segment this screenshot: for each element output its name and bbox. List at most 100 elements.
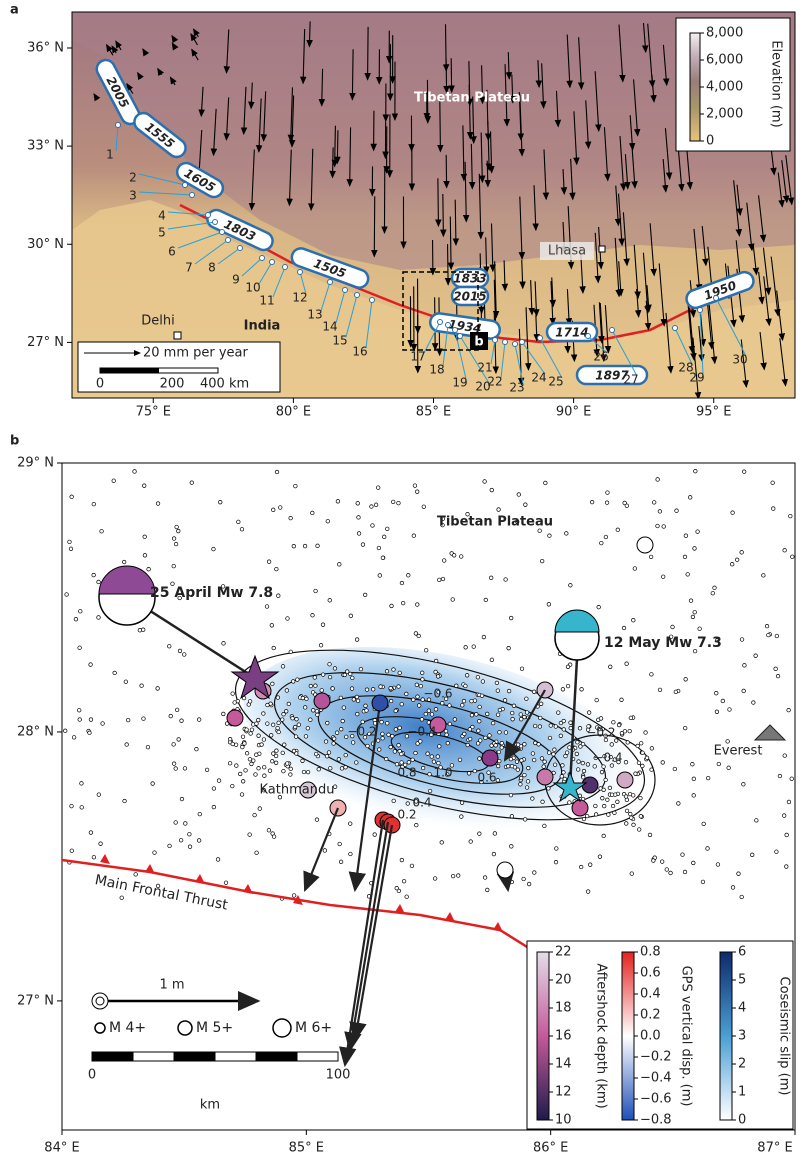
- aftershock: [113, 671, 117, 675]
- aftershock: [339, 860, 343, 864]
- colorbar-tick-label: 1: [738, 1085, 746, 1100]
- aftershock: [233, 701, 237, 705]
- aftershock: [544, 481, 548, 485]
- aftershock: [244, 769, 248, 773]
- gps-site: [372, 695, 388, 711]
- aftershock: [639, 741, 643, 745]
- aftershock: [740, 551, 744, 555]
- aftershock: [276, 726, 280, 730]
- aftershock: [401, 601, 405, 605]
- aftershock: [652, 501, 656, 505]
- scale-label: 400 km: [200, 377, 249, 392]
- aftershock: [692, 777, 696, 781]
- plateau-label: Tibetan Plateau: [437, 515, 553, 530]
- aftershock: [458, 758, 462, 762]
- aftershock: [151, 782, 155, 786]
- aftershock: [305, 697, 309, 701]
- aftershock: [669, 871, 673, 875]
- aftershock: [785, 865, 789, 869]
- aftershock: [380, 720, 384, 724]
- aftershock: [478, 705, 482, 709]
- aftershock: [228, 761, 232, 765]
- aftershock: [532, 758, 536, 762]
- aftershock: [338, 842, 342, 846]
- colorbar-title: Coseismic slip (m): [777, 977, 792, 1096]
- aftershock: [631, 794, 635, 798]
- aftershock: [381, 732, 385, 736]
- aftershock: [141, 628, 145, 632]
- aftershock: [586, 763, 590, 767]
- aftershock: [498, 708, 502, 712]
- aftershock: [491, 721, 495, 725]
- aftershock: [265, 605, 269, 609]
- aftershock: [415, 490, 419, 494]
- site-marker: [503, 340, 508, 345]
- aftershock: [459, 555, 463, 559]
- aftershock: [311, 511, 315, 515]
- aftershock: [297, 723, 301, 727]
- aftershock: [411, 758, 415, 762]
- aftershock: [568, 801, 572, 805]
- aftershock: [683, 870, 687, 874]
- aftershock: [606, 491, 610, 495]
- rupture: 2015: [452, 287, 488, 305]
- aftershock: [578, 726, 582, 730]
- aftershock: [424, 648, 428, 652]
- scale-segment: [256, 1052, 297, 1061]
- aftershock: [681, 853, 685, 857]
- site-number: 14: [322, 320, 337, 334]
- site-marker: [183, 183, 188, 188]
- aftershock: [402, 879, 406, 883]
- aftershock: [268, 769, 272, 773]
- aftershock: [270, 623, 274, 627]
- aftershock: [595, 698, 599, 702]
- colorbar-tick-label: 4: [738, 1001, 746, 1016]
- large-aftershock: [314, 693, 330, 709]
- aftershock: [240, 793, 244, 797]
- aftershock: [523, 743, 527, 747]
- site-marker: [538, 336, 543, 341]
- aftershock: [212, 787, 216, 791]
- aftershock: [470, 699, 474, 703]
- aftershock: [277, 721, 281, 725]
- aftershock: [706, 776, 710, 780]
- aftershock: [254, 753, 258, 757]
- aftershock: [475, 713, 479, 717]
- aftershock: [281, 665, 285, 669]
- site-number: 3: [129, 189, 137, 203]
- colorbar-tick-label: 0.6: [640, 966, 661, 981]
- aftershock: [602, 804, 606, 808]
- aftershock: [370, 505, 374, 509]
- aftershock: [328, 662, 332, 666]
- aftershock: [371, 524, 375, 528]
- large-aftershock: [227, 710, 243, 726]
- lon-tick-label: 95° E: [696, 405, 731, 420]
- aftershock: [385, 669, 389, 673]
- aftershock: [382, 535, 386, 539]
- aftershock: [384, 757, 388, 761]
- site-number: 27: [623, 373, 638, 387]
- scale-bar-fill: [100, 368, 159, 373]
- aftershock: [172, 762, 176, 766]
- site-marker: [343, 288, 348, 293]
- aftershock: [735, 558, 739, 562]
- aftershock: [430, 713, 434, 717]
- aftershock: [257, 766, 261, 770]
- aftershock: [622, 626, 626, 630]
- aftershock: [289, 767, 293, 771]
- aftershock: [774, 667, 778, 671]
- aftershock: [70, 849, 74, 853]
- gps-arrow: [333, 147, 334, 177]
- gps-arrow: [309, 21, 310, 46]
- lon-tick-label: 87° E: [757, 1141, 792, 1156]
- aftershock: [392, 799, 396, 803]
- aftershock: [363, 593, 367, 597]
- aftershock: [243, 742, 247, 746]
- aftershock: [569, 583, 573, 587]
- aftershock: [410, 864, 414, 868]
- aftershock: [97, 616, 101, 620]
- aftershock: [775, 850, 779, 854]
- aftershock: [532, 690, 536, 694]
- aftershock: [112, 479, 116, 483]
- site-marker: [260, 256, 265, 261]
